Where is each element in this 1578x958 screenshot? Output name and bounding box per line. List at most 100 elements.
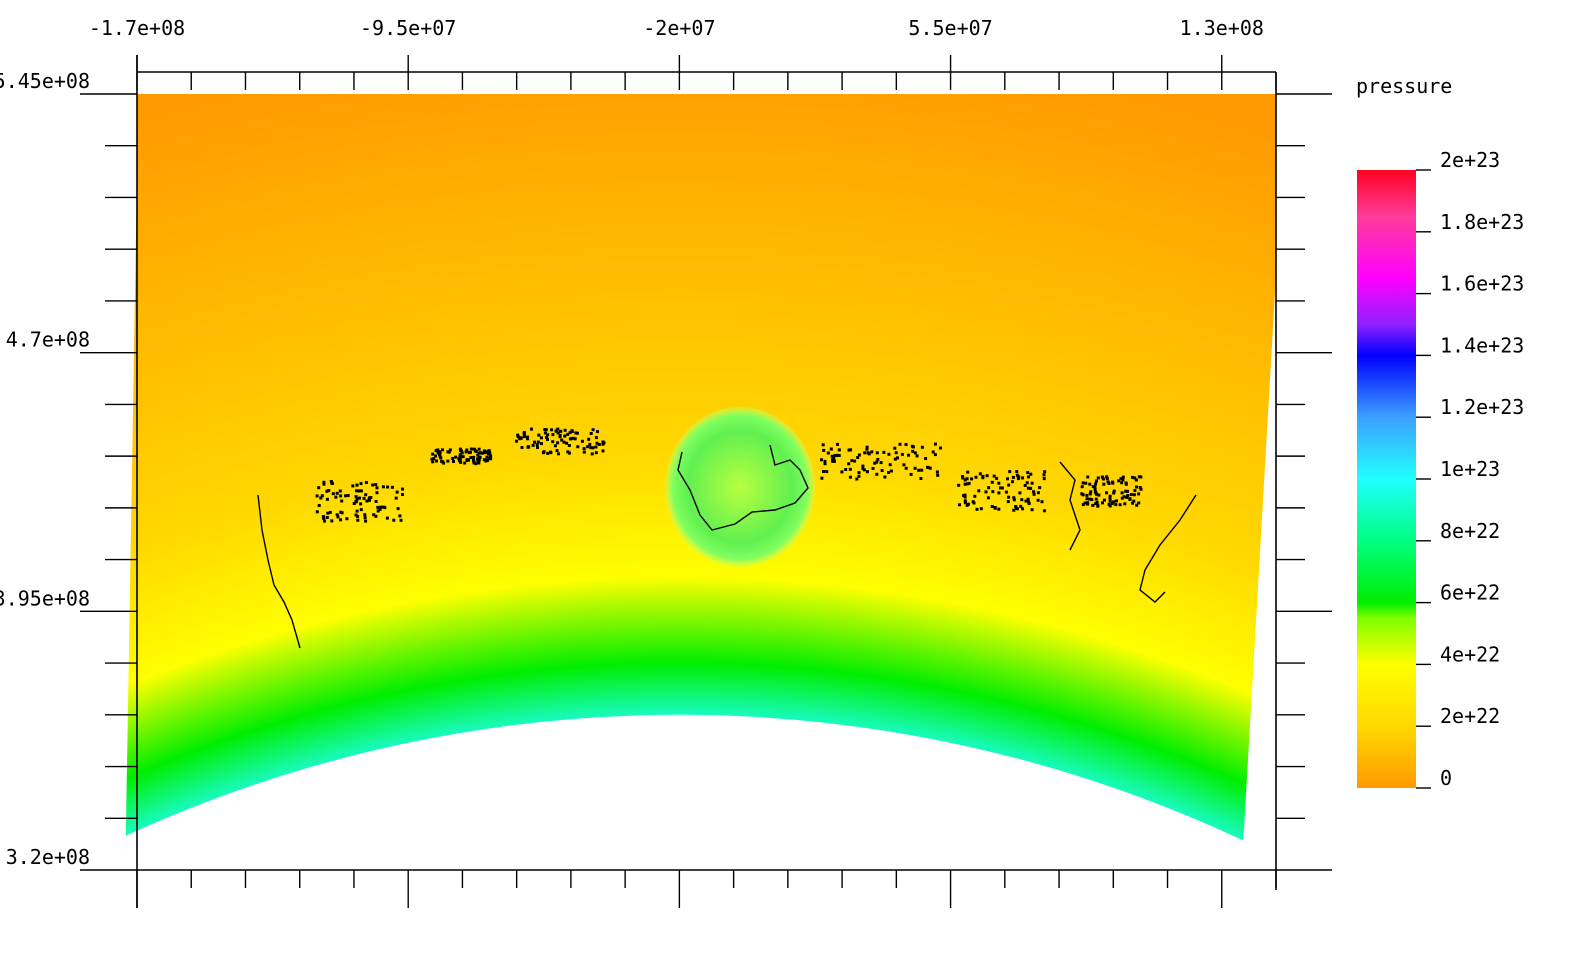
contour-speck <box>963 501 967 505</box>
contour-speck <box>1102 482 1106 486</box>
contour-speck <box>1120 491 1124 495</box>
contour-speck <box>319 496 323 500</box>
contour-speck <box>535 443 539 447</box>
contour-speck <box>562 440 566 444</box>
contour-speck <box>1124 481 1128 485</box>
contour-speck <box>546 433 550 437</box>
contour-speck <box>434 454 438 458</box>
contour-speck <box>1123 502 1127 506</box>
contour-speck <box>472 455 476 459</box>
contour-speck <box>1021 476 1024 480</box>
contour-speck <box>875 460 879 464</box>
contour-speck <box>1125 495 1129 499</box>
contour-speck <box>1011 480 1014 484</box>
contour-speck <box>957 483 961 487</box>
contour-speck <box>520 446 524 449</box>
contour-speck <box>334 495 338 499</box>
contour-speck <box>1088 492 1092 496</box>
contour-speck <box>1131 475 1134 479</box>
colorbar-tick-label: 8e+22 <box>1440 519 1500 543</box>
contour-speck <box>863 451 867 455</box>
contour-speck <box>861 464 865 468</box>
contour-speck <box>849 448 853 452</box>
contour-speck <box>596 430 599 434</box>
contour-speck <box>601 442 605 446</box>
contour-speck <box>958 503 961 507</box>
contour-speck <box>870 450 874 454</box>
colorbar-tick-label: 0 <box>1440 766 1452 790</box>
contour-speck <box>1027 502 1031 506</box>
contour-speck <box>544 428 548 432</box>
contour-speck <box>464 450 468 454</box>
contour-speck <box>371 483 375 487</box>
contour-speck <box>437 451 441 455</box>
contour-speck <box>369 496 373 500</box>
contour-speck <box>902 463 906 467</box>
contour-speck <box>401 487 404 491</box>
contour-speck <box>1029 486 1033 490</box>
contour-speck <box>536 446 539 449</box>
contour-speck <box>1086 475 1090 479</box>
contour-speck <box>1040 500 1044 504</box>
contour-speck <box>478 455 481 459</box>
contour-speck <box>533 440 536 444</box>
contour-speck <box>1137 501 1141 505</box>
contour-speck <box>1036 491 1040 495</box>
contour-speck <box>354 499 358 503</box>
contour-speck <box>317 504 321 507</box>
contour-speck <box>442 461 446 465</box>
contour-speck <box>541 451 545 455</box>
contour-speck <box>344 494 348 498</box>
contour-speck <box>573 437 577 441</box>
contour-speck <box>1095 479 1098 483</box>
contour-speck <box>586 445 590 449</box>
contour-speck <box>1030 481 1034 485</box>
contour-speck <box>359 508 363 512</box>
contour-speck <box>1025 481 1029 485</box>
contour-speck <box>866 470 869 474</box>
contour-speck <box>355 489 359 493</box>
contour-speck <box>1134 478 1138 482</box>
contour-speck <box>401 493 404 496</box>
contour-speck <box>931 450 935 454</box>
contour-speck <box>1106 480 1110 484</box>
contour-speck <box>459 449 463 453</box>
contour-speck <box>452 460 455 463</box>
contour-speck <box>861 467 865 471</box>
contour-speck <box>820 476 824 480</box>
contour-speck <box>474 450 478 454</box>
contour-speck <box>1093 487 1097 491</box>
contour-speck <box>374 483 378 487</box>
contour-speck <box>865 445 869 449</box>
contour-speck <box>1102 498 1106 502</box>
contour-speck <box>1112 500 1116 504</box>
contour-speck <box>340 499 344 503</box>
contour-speck <box>487 449 491 453</box>
contour-speck <box>346 494 350 497</box>
contour-speck <box>355 497 359 501</box>
contour-speck <box>1139 487 1143 491</box>
x-tick-label: -2e+07 <box>643 16 715 40</box>
contour-speck <box>476 461 480 465</box>
contour-speck <box>889 469 893 473</box>
contour-right-arc <box>1059 461 1081 551</box>
contour-speck <box>458 453 462 456</box>
contour-speck <box>587 437 591 441</box>
contour-speck <box>928 466 932 470</box>
contour-speck <box>1094 502 1098 506</box>
contour-speck <box>328 510 332 514</box>
contour-speck <box>543 431 547 435</box>
contour-speck <box>1097 493 1101 497</box>
contour-speck <box>1108 494 1112 498</box>
contour-speck <box>566 450 570 454</box>
contour-speck <box>909 472 913 476</box>
contour-speck <box>1132 493 1136 497</box>
contour-speck <box>399 518 403 522</box>
contour-speck <box>1133 476 1137 480</box>
contour-speck <box>570 429 574 433</box>
contour-speck <box>1111 480 1114 484</box>
contour-speck <box>463 461 467 465</box>
contour-speck <box>317 486 321 490</box>
contour-speck <box>1135 503 1139 507</box>
contour-speck <box>1021 507 1024 511</box>
